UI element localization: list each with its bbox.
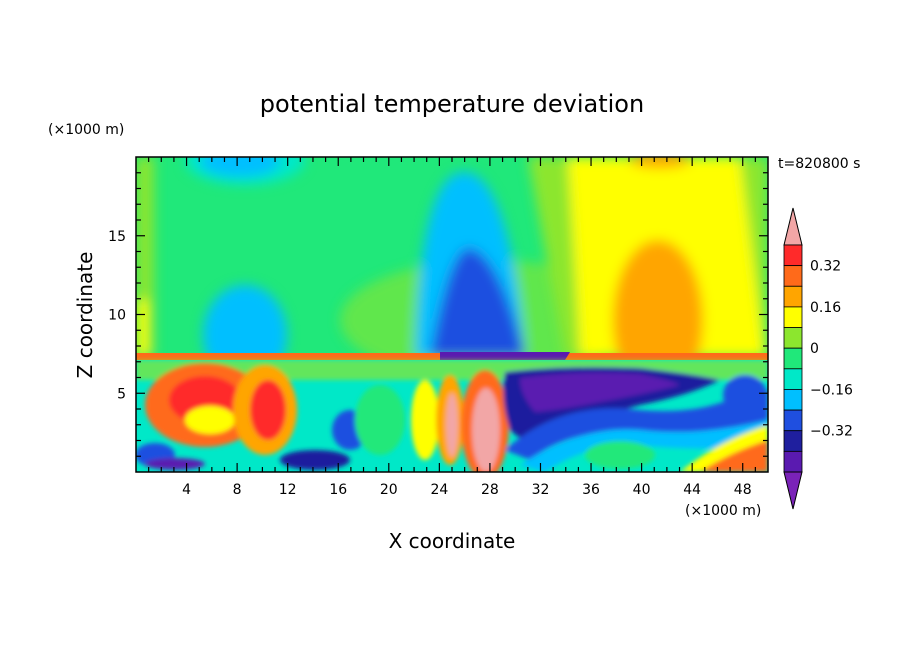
colorbar-tick-label: 0.16 [810,300,841,316]
colorbar: 0.32 0.16 0 −0.16 −0.32 [783,207,853,510]
field-upper-orange-top [630,157,690,168]
y-unit-label: (×1000 m) [48,122,124,138]
field-lower-yellow-left [185,406,235,434]
x-unit-label: (×1000 m) [685,503,761,519]
y-tick-label: 15 [108,229,126,245]
x-tick-label: 48 [734,482,752,498]
x-tick-label: 16 [329,482,347,498]
field-tropopause-dark [440,352,570,360]
y-axis-label: Z coordinate [73,252,97,379]
x-tick-label: 36 [582,482,600,498]
colorbar-tick-label: −0.16 [810,382,853,398]
colorbar-swatch [783,244,803,267]
field-lower-yellow-mid [411,380,439,460]
x-tick-label: 44 [683,482,701,498]
colorbar-swatch [783,430,803,452]
field-lower-purple-core [520,372,680,412]
colorbar-swatch [783,306,803,328]
colorbar-tick-label: −0.32 [810,424,853,440]
colorbar-swatch [783,389,803,411]
colorbar-tick-label: 0.32 [810,259,841,275]
plot-area [136,157,768,472]
colorbar-swatch [783,347,803,370]
colorbar-swatch [783,368,803,390]
colorbar-tick-label: 0 [810,341,819,357]
x-tick-label: 28 [481,482,499,498]
field-lower-red-mid-core [250,380,286,440]
field-lower-green-mid [355,385,405,455]
x-axis-label: X coordinate [389,529,516,553]
x-tick-label: 24 [430,482,448,498]
field-lower-blue-edge [723,375,767,415]
field-lower-pink-plume [472,388,500,472]
colorbar-over-triangle [783,207,803,246]
x-tick-label: 12 [279,482,297,498]
colorbar-swatch [783,285,803,308]
colorbar-swatch [783,450,803,473]
y-tick-label: 10 [108,308,126,324]
x-tick-label: 40 [633,482,651,498]
field-lower-orange-right [700,440,768,472]
colorbar-swatch [783,327,803,349]
x-tick-label: 32 [532,482,550,498]
field-lower-pink-left-plume [446,393,458,457]
field-lower-blue-ribbon [505,390,768,460]
x-tick-label: 8 [233,482,242,498]
field-left-yellow [136,300,148,357]
x-tick-label: 4 [182,482,191,498]
y-axis: 5 10 15 [108,172,768,457]
field-lower-purple-bottom [145,458,205,470]
time-label: t=820800 s [778,156,860,172]
colorbar-swatch [783,265,803,287]
field-upper-cyan-top-core [200,157,280,177]
x-tick-label: 20 [380,482,398,498]
chart-title: potential temperature deviation [260,90,644,118]
colorbar-under-triangle [783,471,803,510]
field-lower-cyan-ribbon [520,420,768,472]
field-lower-navy-bottom [280,450,350,470]
field-lower-green-right [585,441,655,469]
field-upper-blue-plume [430,247,525,357]
x-axis: 4 8 12 16 20 24 28 32 36 40 44 48 [148,157,756,498]
colorbar-swatch [783,409,803,432]
y-tick-label: 5 [117,386,126,402]
